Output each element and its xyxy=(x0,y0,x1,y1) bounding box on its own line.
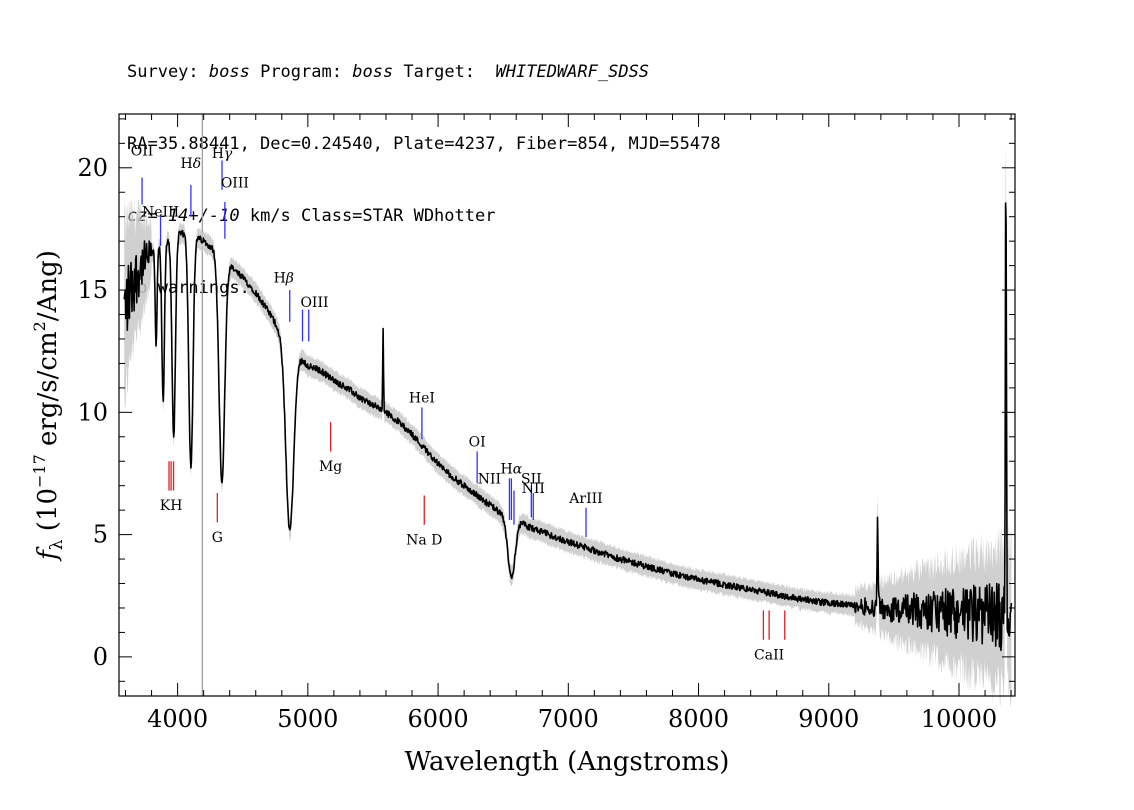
survey-value: boss xyxy=(208,62,250,82)
x-tick-label: 10000 xyxy=(921,705,997,733)
flux-error-band xyxy=(124,144,1012,708)
x-tick-label: 6000 xyxy=(408,705,469,733)
x-tick-label: 8000 xyxy=(668,705,729,733)
line-label-19: G xyxy=(212,530,223,546)
line-label-23: CaII xyxy=(754,647,784,663)
target-label: Target: xyxy=(393,62,496,82)
program-value: boss xyxy=(352,62,394,82)
x-tick-label: 7000 xyxy=(538,705,599,733)
line-label-0: OII xyxy=(131,144,154,160)
y-tick-label: 0 xyxy=(93,643,108,671)
target-value: WHITEDWARF_SDSS xyxy=(495,62,650,82)
x-axis-title: Wavelength (Angstroms) xyxy=(405,747,730,777)
line-label-9: OI xyxy=(469,435,486,451)
header-line-coords: RA=35.88441, Dec=0.24540, Plate=4237, Fi… xyxy=(127,134,721,154)
line-label-20: Mg xyxy=(319,459,342,475)
line-label-2: Hγ xyxy=(212,146,233,162)
y-tick-label: 20 xyxy=(77,154,108,182)
x-tick-label: 9000 xyxy=(798,705,859,733)
y-tick-label: 15 xyxy=(77,276,108,304)
line-label-21: Na D xyxy=(406,532,442,548)
header-line-class: cz=-14+/-10 km/s Class=STAR WDhotter xyxy=(127,204,721,228)
line-label-4: NeIII xyxy=(142,205,179,221)
flux-series-line xyxy=(123,202,1013,652)
line-label-1: Hδ xyxy=(181,156,202,172)
y-axis-title: fλ (10−17 erg/s/cm2/Ang) xyxy=(30,250,67,562)
line-label-5: Hβ xyxy=(274,271,294,287)
line-label-3: OIII xyxy=(221,175,249,191)
y-axis-lambda: λ xyxy=(47,539,67,550)
line-label-15: ArIII xyxy=(568,491,602,507)
line-label-8: HeI xyxy=(409,391,435,407)
line-label-14: NII xyxy=(522,481,545,497)
header-line-survey: Survey: boss Program: boss Target: WHITE… xyxy=(127,60,721,84)
y-axis-exp: −17 xyxy=(30,454,49,488)
line-label-16: KH xyxy=(160,498,183,514)
line-label-11: Hα xyxy=(501,461,523,477)
plot-frame xyxy=(118,113,1016,697)
line-label-6: OIII xyxy=(300,295,328,311)
redshift-value: cz=-14+/-10 xyxy=(127,206,240,226)
x-tick-label: 5000 xyxy=(277,705,338,733)
line-label-13: SII xyxy=(521,471,542,487)
y-axis-close: /Ang) xyxy=(33,250,63,321)
spectrum-header: Survey: boss Program: boss Target: WHITE… xyxy=(127,12,721,324)
y-tick-label: 10 xyxy=(77,398,108,426)
x-tick-label: 4000 xyxy=(147,705,208,733)
plot-area: OIIHδHγOIIINeIIIHβOIIIHeIOINIIHαSIINIIAr… xyxy=(123,114,1013,708)
y-axis-mid: erg/s/cm xyxy=(33,331,63,454)
line-label-10: NII xyxy=(478,471,501,487)
class-value: km/s Class=STAR WDhotter xyxy=(239,206,496,226)
axis-ticks: 4000 5000 6000 7000 8000 9000 10000 0 5 10 15 20 xyxy=(77,114,1015,733)
y-tick-label: 5 xyxy=(93,521,108,549)
program-label: Program: xyxy=(249,62,353,82)
y-axis-open: (10 xyxy=(33,488,63,540)
survey-label: Survey: xyxy=(127,62,209,82)
y-axis-sq: 2 xyxy=(30,321,49,331)
